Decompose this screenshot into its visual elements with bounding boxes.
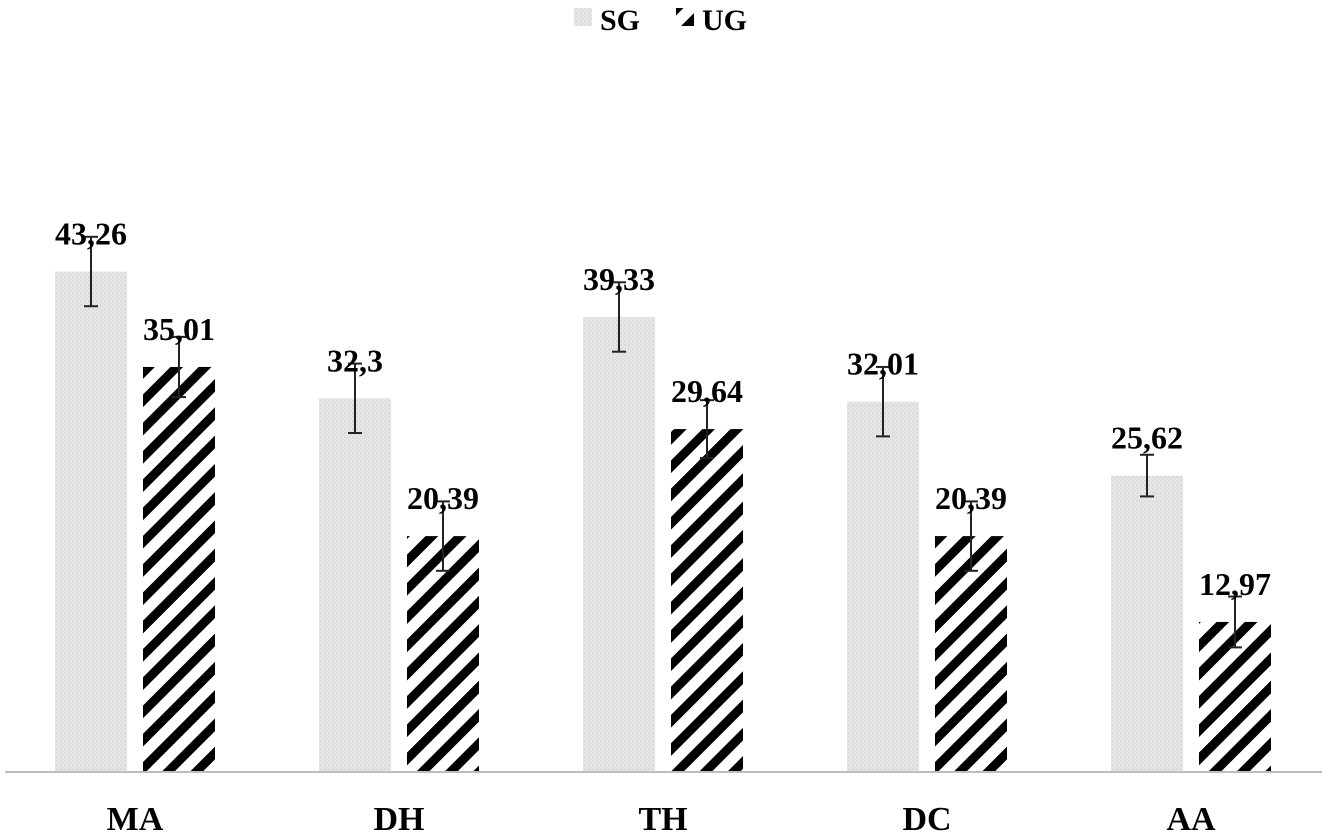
bar-ug-dc <box>935 536 1007 772</box>
bar-sg-aa <box>1111 475 1183 772</box>
legend-swatch-ug <box>676 8 694 26</box>
legend: SG UG <box>574 4 747 37</box>
category-label-ma: MA <box>107 801 164 837</box>
legend-label-sg: SG <box>600 4 640 37</box>
category-label-dc: DC <box>902 801 951 837</box>
bar-ug-ma <box>143 366 215 772</box>
bar-ug-dh <box>407 536 479 772</box>
category-label-th: TH <box>638 801 687 837</box>
data-label-ug-dc: 20,39 <box>935 480 1007 516</box>
bar-sg-dc <box>847 401 919 772</box>
bar-sg-ma <box>55 271 127 772</box>
data-label-sg-dc: 32,01 <box>847 346 919 382</box>
category-label-aa: AA <box>1166 801 1216 837</box>
legend-swatch-sg <box>574 8 592 26</box>
data-label-ug-ma: 35,01 <box>143 311 215 347</box>
data-label-sg-dh: 32,3 <box>327 342 383 378</box>
data-label-ug-aa: 12,97 <box>1199 566 1271 602</box>
bar-ug-th <box>671 429 743 772</box>
legend-label-ug: UG <box>702 4 747 37</box>
category-label-dh: DH <box>374 801 425 837</box>
bars-group: 43,26 35,01 32,3 20,39 39,33 29,64 32,01 20,39 2… <box>55 216 1271 772</box>
data-label-ug-dh: 20,39 <box>407 480 479 516</box>
bar-sg-th <box>583 316 655 772</box>
data-label-sg-th: 39,33 <box>583 261 655 297</box>
bar-sg-dh <box>319 398 391 772</box>
category-labels: MA DH TH DC AA <box>107 801 1216 837</box>
data-label-ug-th: 29,64 <box>671 373 743 409</box>
data-label-sg-ma: 43,26 <box>55 216 127 252</box>
data-label-sg-aa: 25,62 <box>1111 420 1183 456</box>
